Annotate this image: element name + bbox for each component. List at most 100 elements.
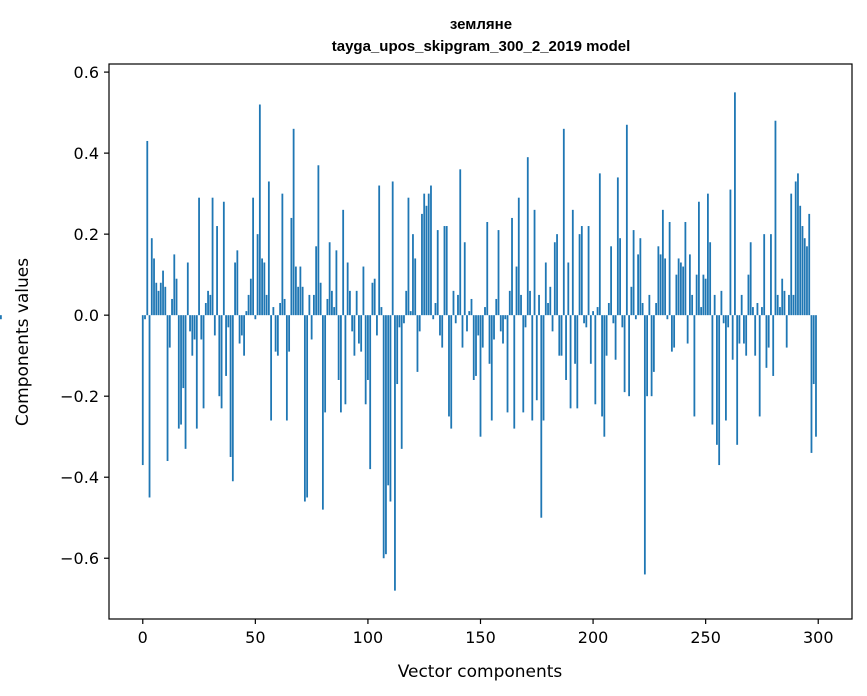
bar: [461, 315, 464, 348]
bar: [763, 234, 766, 316]
bar: [258, 104, 261, 316]
bar: [585, 315, 588, 328]
bar: [734, 92, 736, 316]
bar: [141, 315, 144, 466]
bar: [695, 274, 698, 316]
bar: [788, 294, 790, 316]
bar: [315, 246, 318, 316]
bar: [270, 315, 273, 421]
bar: [801, 226, 804, 316]
bar: [182, 315, 185, 389]
bar: [565, 315, 567, 380]
bar: [772, 315, 775, 376]
bar: [317, 165, 320, 316]
bar: [799, 205, 802, 316]
bar: [650, 315, 653, 397]
bar: [711, 315, 714, 425]
bar: [346, 262, 349, 316]
bar: [283, 298, 286, 316]
bar: [621, 315, 624, 328]
bar: [592, 311, 594, 316]
bar: [373, 278, 376, 316]
y-tick-label: 0.6: [74, 63, 99, 82]
bar: [342, 209, 345, 316]
bar: [153, 258, 155, 316]
y-axis-ticks: −0.6 −0.4 −0.2 0.0 0.2 0.4 0.6: [60, 63, 109, 568]
bar: [459, 169, 462, 316]
bar: [740, 294, 743, 316]
bar: [659, 254, 662, 316]
x-tick-label: 200: [578, 628, 609, 647]
bar: [646, 315, 649, 397]
bar: [770, 234, 772, 316]
bar: [643, 315, 646, 575]
bar: [628, 315, 630, 397]
bar: [472, 315, 475, 380]
bar: [421, 213, 423, 316]
bar: [488, 315, 491, 364]
bar: [355, 290, 358, 316]
bar: [533, 209, 536, 316]
bar: [578, 234, 581, 316]
bar: [583, 315, 585, 324]
bar: [655, 303, 658, 316]
bar: [544, 262, 547, 316]
bar: [434, 303, 437, 316]
bar: [285, 315, 288, 421]
bar: [598, 173, 601, 316]
bar: [254, 315, 257, 320]
bar: [335, 250, 338, 316]
bar: [540, 315, 543, 518]
bar: [186, 262, 189, 316]
bar: [504, 315, 507, 320]
bar: [303, 315, 306, 502]
bar: [177, 315, 180, 429]
bar: [774, 120, 777, 316]
y-tick-label: 0.4: [74, 144, 99, 163]
bar: [535, 315, 538, 401]
bar: [204, 303, 207, 316]
bar: [454, 315, 457, 324]
bar: [576, 315, 579, 409]
bar: [612, 315, 615, 324]
x-tick-label: 50: [245, 628, 265, 647]
bar: [632, 230, 635, 316]
bar: [743, 315, 745, 344]
bar: [358, 315, 360, 344]
bar: [155, 282, 158, 316]
bar: [173, 254, 176, 316]
bar: [538, 294, 540, 316]
bar: [400, 315, 403, 449]
bar: [490, 315, 493, 421]
bar: [616, 177, 619, 316]
bar: [240, 315, 243, 336]
bar: [276, 315, 279, 356]
bar: [443, 226, 446, 316]
bar: [526, 157, 529, 316]
bar: [398, 315, 401, 328]
bar: [761, 307, 763, 316]
bar: [511, 217, 513, 316]
bar: [220, 315, 223, 409]
bar: [353, 315, 356, 356]
bar: [549, 286, 552, 316]
bar: [364, 315, 367, 405]
bar: [675, 274, 678, 316]
bar: [720, 290, 723, 316]
bar: [231, 315, 234, 482]
chart-title: земляне: [450, 16, 512, 33]
bar: [360, 315, 363, 352]
bar: [477, 315, 480, 336]
bar: [704, 278, 707, 316]
bar: [781, 278, 784, 316]
bar: [362, 266, 365, 316]
bar: [238, 315, 241, 344]
chart-subtitle: tayga_upos_skipgram_300_2_2019 model: [332, 38, 631, 55]
bar: [340, 315, 342, 413]
bar: [661, 209, 664, 316]
bar: [475, 315, 477, 376]
bar: [247, 294, 250, 316]
bar: [252, 197, 254, 316]
bar: [567, 262, 570, 316]
bar: [691, 294, 694, 316]
